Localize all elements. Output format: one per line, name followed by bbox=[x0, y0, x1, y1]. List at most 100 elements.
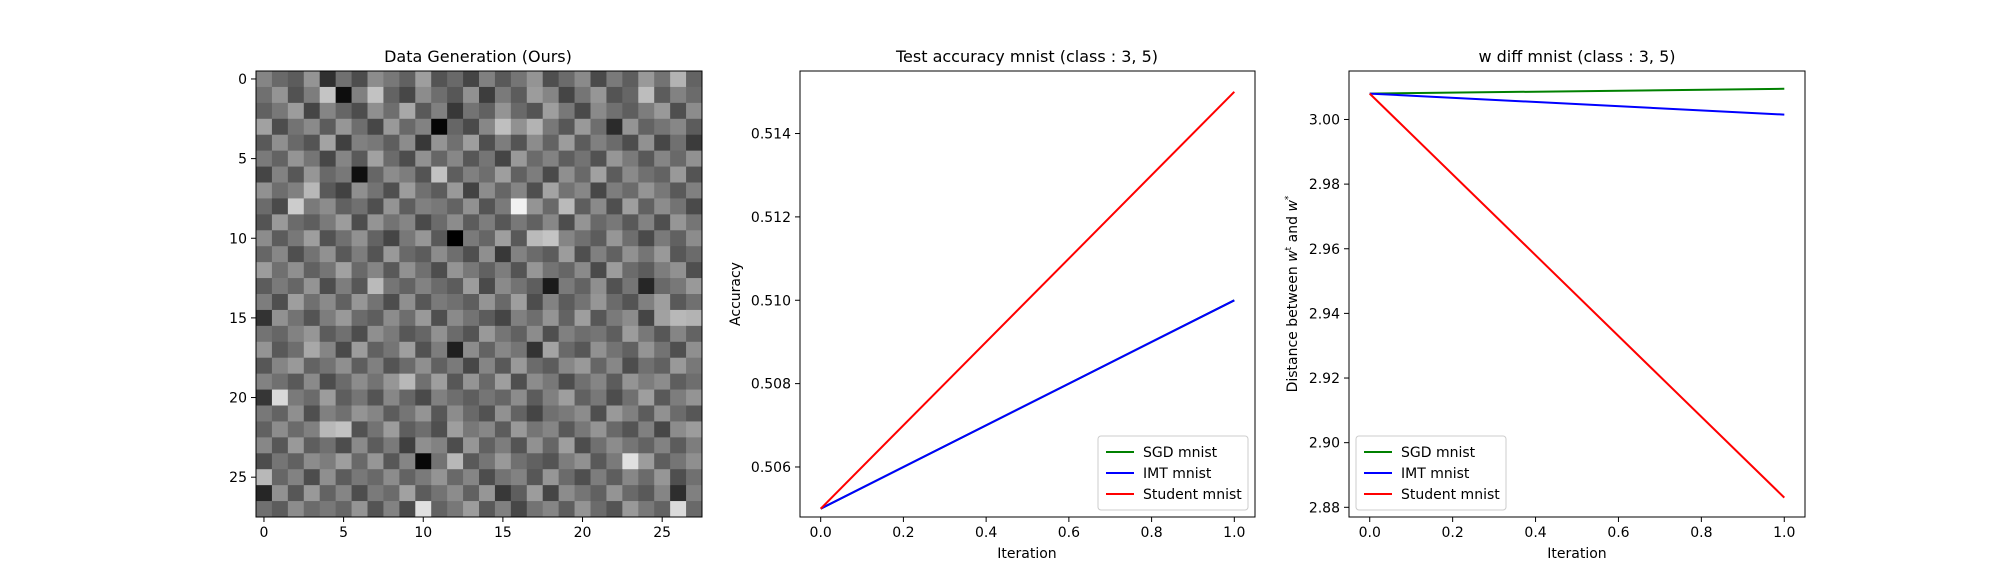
heatmap-cell bbox=[479, 71, 496, 88]
heatmap-cell bbox=[367, 102, 384, 120]
heatmap-xtick-label: 25 bbox=[653, 525, 671, 541]
heatmap-cell bbox=[494, 86, 512, 104]
heatmap-ticks: 0 5 10 15 20 25 0 5 10 15 20 25 bbox=[229, 72, 671, 541]
heatmap-cell bbox=[303, 341, 321, 359]
heatmap-cell bbox=[271, 437, 289, 454]
heatmap-cell bbox=[351, 134, 368, 152]
heatmap-cell bbox=[526, 325, 544, 343]
heatmap-cell bbox=[319, 453, 337, 470]
heatmap-cell bbox=[383, 501, 400, 518]
heatmap-ytick-label: 25 bbox=[229, 470, 247, 486]
heatmap-cell bbox=[399, 102, 416, 120]
heatmap-cell bbox=[431, 469, 448, 486]
heatmap-cell bbox=[463, 262, 480, 279]
heatmap-cell bbox=[622, 230, 639, 247]
heatmap-cell bbox=[271, 341, 289, 359]
heatmap-cell bbox=[287, 166, 305, 183]
heatmap-cell bbox=[303, 485, 321, 502]
heatmap-cell bbox=[638, 166, 655, 183]
heatmap-cell bbox=[447, 453, 464, 470]
heatmap-cell bbox=[510, 341, 528, 359]
wdiff-panel: w diff mnist (class : 3, 5) 0.0 0.2 0.4 0.6… bbox=[1284, 47, 1806, 562]
heatmap-cell bbox=[383, 485, 400, 502]
heatmap-cell bbox=[256, 294, 273, 311]
heatmap-cell bbox=[542, 86, 560, 104]
heatmap-cell bbox=[638, 182, 655, 199]
heatmap-ytick-label: 0 bbox=[238, 72, 247, 88]
heatmap-cell bbox=[654, 389, 671, 406]
heatmap-cell bbox=[463, 325, 480, 343]
heatmap-cell bbox=[319, 86, 337, 104]
heatmap-cell bbox=[479, 373, 496, 390]
wdiff-legend-label: Student mnist bbox=[1401, 487, 1500, 503]
heatmap-cell bbox=[670, 134, 687, 152]
heatmap-cell bbox=[590, 246, 607, 263]
accuracy-ticks: 0.0 0.2 0.4 0.6 0.8 1.0 0.506 0.508 0.510 0.512 0.… bbox=[751, 127, 1246, 541]
heatmap-cell bbox=[447, 262, 464, 279]
heatmap-cell bbox=[574, 389, 591, 406]
heatmap-cell bbox=[510, 230, 528, 247]
accuracy-panel: Test accuracy mnist (class : 3, 5) 0.0 0.… bbox=[728, 47, 1256, 562]
heatmap-cell bbox=[271, 389, 289, 406]
heatmap-cell bbox=[558, 166, 575, 183]
heatmap-cell bbox=[590, 71, 607, 88]
heatmap-cell bbox=[335, 166, 352, 183]
heatmap-cell bbox=[510, 102, 528, 120]
heatmap-cell bbox=[303, 405, 321, 422]
heatmap-cell bbox=[574, 421, 591, 438]
heatmap-cell bbox=[542, 421, 560, 438]
heatmap-cell bbox=[271, 469, 289, 486]
heatmap-cell bbox=[447, 437, 464, 454]
heatmap-cell bbox=[479, 309, 496, 327]
heatmap-cell bbox=[431, 325, 448, 343]
heatmap-cell bbox=[367, 230, 384, 247]
heatmap-cell bbox=[256, 469, 273, 486]
heatmap-cell bbox=[335, 373, 352, 390]
heatmap-cell bbox=[542, 469, 560, 486]
heatmap-cell bbox=[463, 150, 480, 167]
heatmap-cell bbox=[542, 118, 560, 136]
heatmap-cell bbox=[686, 501, 703, 518]
heatmap-cell bbox=[526, 262, 544, 279]
heatmap-cell bbox=[463, 501, 480, 518]
heatmap-cell bbox=[542, 150, 560, 167]
heatmap-cell bbox=[654, 278, 671, 295]
heatmap-cell bbox=[542, 246, 560, 263]
heatmap-cell bbox=[590, 294, 607, 311]
heatmap-cell bbox=[463, 71, 480, 88]
heatmap-cell bbox=[526, 198, 544, 215]
heatmap-cell bbox=[256, 421, 273, 438]
heatmap-cell bbox=[271, 102, 289, 120]
heatmap-cell bbox=[510, 437, 528, 454]
heatmap-cell bbox=[606, 405, 623, 422]
heatmap-cell bbox=[399, 453, 416, 470]
heatmap-cell bbox=[383, 373, 400, 390]
heatmap-cell bbox=[606, 437, 623, 454]
heatmap-cell bbox=[399, 437, 416, 454]
heatmap-cell bbox=[654, 182, 671, 199]
wdiff-legend-label: IMT mnist bbox=[1401, 466, 1470, 482]
heatmap-cell bbox=[558, 102, 575, 120]
heatmap-cell bbox=[351, 453, 368, 470]
heatmap-cell bbox=[606, 118, 623, 136]
heatmap-cell bbox=[638, 86, 655, 104]
heatmap-cell bbox=[431, 230, 448, 247]
heatmap-cell bbox=[686, 214, 703, 231]
heatmap-cell bbox=[622, 341, 639, 359]
heatmap-cell bbox=[622, 134, 639, 152]
heatmap-cell bbox=[351, 118, 368, 136]
heatmap-cell bbox=[463, 102, 480, 120]
heatmap-cell bbox=[287, 134, 305, 152]
heatmap-cell bbox=[606, 71, 623, 88]
heatmap-cell bbox=[351, 278, 368, 295]
heatmap-cell bbox=[686, 230, 703, 247]
heatmap-cell bbox=[494, 230, 512, 247]
heatmap-cell bbox=[654, 134, 671, 152]
heatmap-cell bbox=[415, 262, 432, 279]
heatmap-cell bbox=[574, 485, 591, 502]
heatmap-cell bbox=[303, 294, 321, 311]
heatmap-cell bbox=[574, 501, 591, 518]
heatmap-cell bbox=[335, 246, 352, 263]
accuracy-legend-label: Student mnist bbox=[1143, 487, 1242, 503]
heatmap-cell bbox=[654, 485, 671, 502]
